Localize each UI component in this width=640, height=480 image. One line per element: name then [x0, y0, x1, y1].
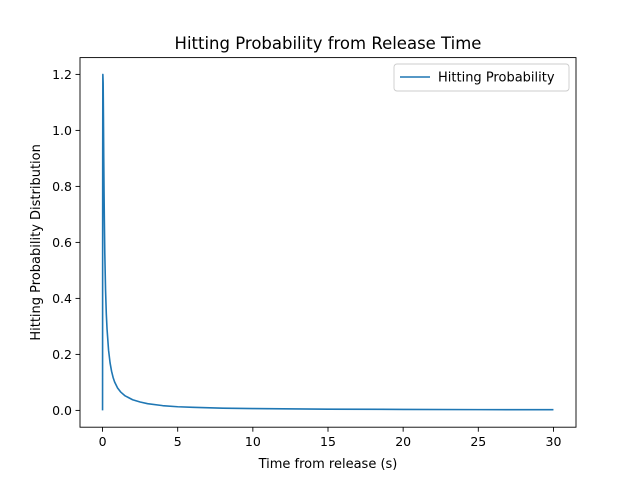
y-axis-label: Hitting Probability Distribution	[29, 144, 44, 341]
legend: Hitting Probability	[393, 63, 570, 92]
y-tick-label: 0.6	[52, 235, 72, 250]
x-tick-label: 0	[99, 434, 107, 449]
legend-label: Hitting Probability	[438, 71, 555, 86]
x-tick-label: 25	[470, 434, 486, 449]
y-tick-label: 0.4	[52, 291, 72, 306]
series-line-hitting-probability	[101, 73, 554, 411]
y-axis: 0.0 0.2 0.4 0.6 0.8 1.0 1.2	[52, 67, 80, 418]
x-axis-label: Time from release (s)	[258, 457, 398, 472]
x-tick-label: 10	[245, 434, 261, 449]
y-tick-label: 1.0	[52, 123, 72, 138]
chart-title: Hitting Probability from Release Time	[175, 34, 482, 53]
y-tick-label: 0.0	[52, 403, 72, 418]
x-tick-label: 20	[395, 434, 411, 449]
plot-area	[101, 73, 554, 411]
x-tick-label: 30	[546, 434, 562, 449]
x-tick-label: 15	[320, 434, 336, 449]
y-tick-label: 0.2	[52, 347, 72, 362]
x-tick-label: 5	[174, 434, 182, 449]
y-tick-label: 0.8	[52, 179, 72, 194]
x-axis: 0 5 10 15 20 25 30	[99, 427, 562, 449]
y-tick-label: 1.2	[52, 67, 72, 82]
legend-box	[393, 63, 570, 92]
